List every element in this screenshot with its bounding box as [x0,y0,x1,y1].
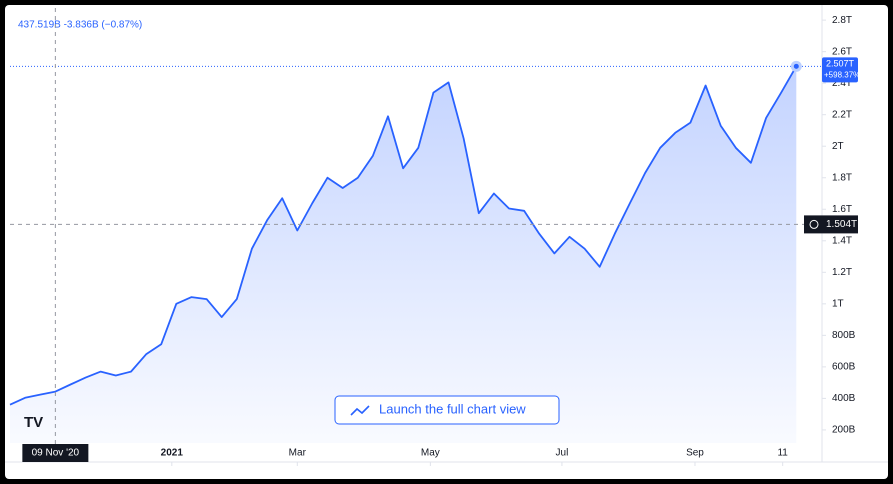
y-tick-label: 600B [832,362,856,373]
y-tick-label: 1.2T [832,267,852,278]
x-tick-label: Mar [289,448,307,459]
button-box[interactable] [334,395,560,425]
crosshair-x-label: 09 Nov '20 [32,448,80,459]
y-tick-label: 2.4T [832,78,852,89]
button-text[interactable]: Launch the full chart view [379,401,526,416]
button-icon [350,405,370,416]
y-tick-label: 2.6T [832,46,852,57]
x-tick-label: 11 [777,448,788,459]
x-tick-label: Jul [556,448,569,459]
y-tick-label: 2.2T [832,109,852,120]
y-tick-label: 2.8T [832,15,852,26]
x-tick-label: May [421,448,440,459]
y-tick-label: 1.4T [832,235,852,246]
x-tick-label: 2021 [161,448,184,459]
x-tick-label: Sep [686,448,704,459]
area [10,66,797,444]
crosshair-y-box [804,215,858,234]
y-tick-label: 1.6T [832,204,852,215]
header: 437.519B -3.836B (−0.87%) [18,20,142,31]
y-tick-label: 400B [832,393,856,404]
y-tick-label: 200B [832,425,856,436]
y-tick-label: 1T [832,298,844,309]
launch-button[interactable]: Launch the full chart view [334,395,560,425]
change-label: +598.37% [824,70,860,79]
crosshair-y-label: 1.504T [826,219,857,230]
last-label-box [822,57,858,83]
y-tick-label: 2T [832,141,844,152]
y-tick-label: 800B [832,330,856,341]
last-point [790,60,802,72]
crosshair-icon [809,219,819,229]
last-label: 2.507T [826,59,855,69]
y-tick-label: 1.8T [832,172,852,183]
crosshair-x-box [22,444,89,462]
line [9,65,798,406]
svg-text:TV: TV [24,414,43,431]
tv-logo: TV [24,414,43,431]
